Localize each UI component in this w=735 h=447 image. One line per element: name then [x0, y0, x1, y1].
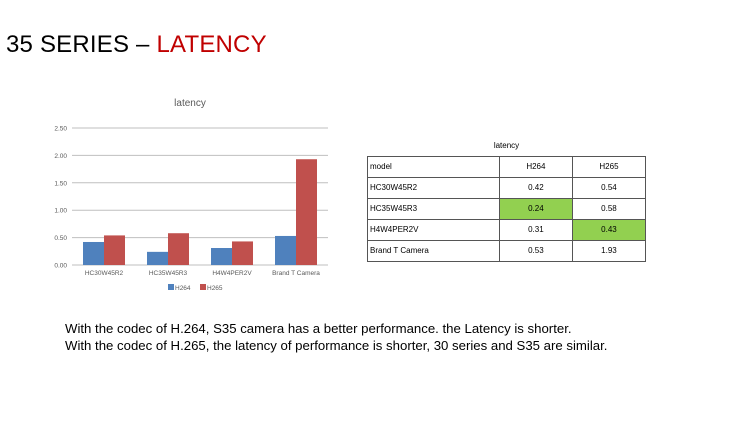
title-prefix: 35 SERIES –: [6, 31, 157, 58]
x-tick-label: HC35W45R3: [149, 270, 188, 277]
cell-h264: 0.42: [498, 177, 573, 199]
bar-h265: [168, 233, 189, 265]
cell-model: HC30W45R2: [367, 177, 500, 199]
bar-h264: [147, 251, 168, 265]
x-tick-label: H4W4PER2V: [212, 270, 252, 277]
table-header-row: model H264 H265: [367, 156, 647, 178]
cell-h264: 0.24: [498, 198, 573, 220]
y-tick-label: 0.00: [54, 263, 67, 270]
y-tick-label: 2.00: [54, 153, 67, 160]
y-tick-label: 0.50: [54, 235, 67, 242]
latency-table: model H264 H265 HC30W45R2 0.42 0.54 HC35…: [367, 156, 647, 262]
chart-title: latency: [174, 98, 206, 109]
legend-swatch: [200, 284, 206, 290]
bar-h265: [104, 235, 125, 265]
bar-h264: [211, 248, 232, 265]
cell-model: Brand T Camera: [367, 240, 500, 262]
cell-h264: 0.53: [498, 240, 573, 262]
slide-title: 35 SERIES – LATENCY: [6, 30, 267, 60]
cell-h264: 0.31: [498, 219, 573, 241]
table-row: HC35W45R3 0.24 0.58: [367, 198, 647, 220]
y-tick-label: 1.50: [54, 180, 67, 187]
table-row: HC30W45R2 0.42 0.54: [367, 177, 647, 199]
cell-model: HC35W45R3: [367, 198, 500, 220]
y-tick-label: 1.00: [54, 208, 67, 215]
cell-model: H4W4PER2V: [367, 219, 500, 241]
summary-line-2: With the codec of H.265, the latency of …: [65, 338, 608, 353]
cell-h265: 0.43: [571, 219, 647, 241]
table-row: Brand T Camera 0.53 1.93: [367, 240, 647, 262]
header-h264: H264: [498, 156, 573, 178]
legend-swatch: [168, 284, 174, 290]
title-accent: LATENCY: [156, 31, 267, 58]
x-tick-label: Brand T Camera: [272, 270, 320, 277]
summary-text: With the codec of H.264, S35 camera has …: [65, 320, 665, 354]
bar-h265: [232, 241, 253, 265]
bar-h264: [83, 241, 104, 265]
table-row: H4W4PER2V 0.31 0.43: [367, 219, 647, 241]
y-tick-label: 2.50: [54, 126, 67, 133]
cell-h265: 0.58: [571, 198, 647, 220]
header-model: model: [367, 156, 500, 178]
cell-h265: 1.93: [571, 240, 647, 262]
bar-h265: [296, 159, 317, 265]
x-tick-label: HC30W45R2: [85, 270, 124, 277]
legend-label: H264: [175, 285, 191, 292]
cell-h265: 0.54: [571, 177, 647, 199]
table-caption: latency: [493, 141, 520, 150]
summary-line-1: With the codec of H.264, S35 camera has …: [65, 321, 572, 336]
header-h265: H265: [571, 156, 647, 178]
legend-label: H265: [207, 285, 223, 292]
bar-h264: [275, 235, 296, 265]
